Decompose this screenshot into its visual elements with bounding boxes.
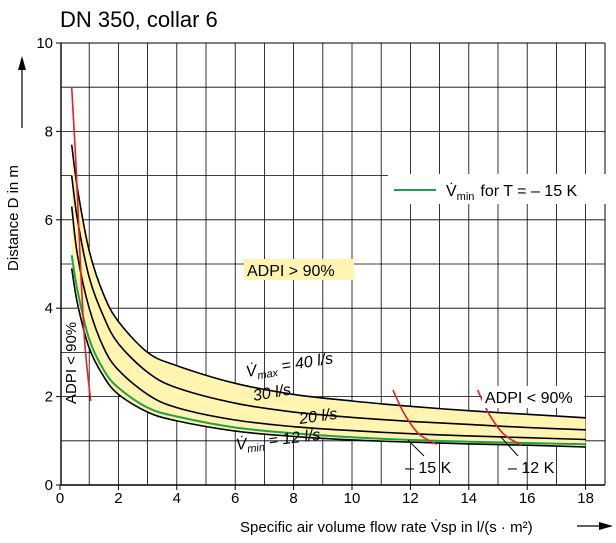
x-tick-label: 6 [231, 490, 239, 507]
k15-leader [407, 439, 425, 457]
series-line-3 [70, 268, 586, 448]
axes [60, 42, 606, 486]
y-tick-label: 2 [45, 389, 53, 406]
x-tick-label: 4 [173, 490, 181, 507]
series-line-4 [70, 255, 586, 446]
y-tick-label: 0 [45, 477, 53, 494]
y-axis-label: Distance D in m [5, 165, 22, 271]
series-20-label: 20 l/s [297, 406, 338, 428]
series-line-1 [70, 175, 586, 431]
y-tick-label: 4 [45, 300, 53, 317]
series-30-label: 30 l/s [252, 382, 293, 405]
adpi-gt-label: ADPI > 90% [247, 263, 335, 280]
x-tick-label: 18 [577, 490, 594, 507]
x-tick-label: 2 [114, 490, 122, 507]
adpi-gt-label-bg [244, 259, 354, 280]
y-tick-label: 6 [45, 212, 53, 229]
svg-text:V̇max = 40 l/s: V̇max = 40 l/s [245, 349, 335, 384]
series-line-0 [70, 144, 586, 419]
legend-label: V̇min for T = – 15 K [446, 182, 578, 203]
y-tick-label: 8 [45, 123, 53, 140]
series-line-2 [70, 206, 586, 441]
tick-labels: 0 2 4 6 8 10 12 14 16 18 0 2 4 6 8 10 [36, 35, 594, 507]
x-tick-label: 14 [460, 490, 477, 507]
x-tick-label: 12 [402, 490, 419, 507]
k12-leader [499, 435, 519, 457]
series-layer [70, 87, 586, 448]
x-tick-label: 10 [344, 490, 361, 507]
y-tick-label: 10 [36, 35, 53, 52]
x-axis-label: Specific air volume flow rate V̇sp in l/… [240, 519, 533, 536]
x-tick-label: 16 [519, 490, 536, 507]
adpi-lt-left-label: ADPI < 90% [63, 322, 80, 404]
x-tick-label: 8 [289, 490, 297, 507]
adpi-lt-right-label-bg [482, 386, 584, 408]
vmax-label: V̇max = 40 l/s [245, 349, 335, 384]
y-axis-arrow-icon [18, 56, 26, 128]
vmin-label: V̇min = 12 l/s [235, 425, 322, 457]
chart-title: DN 350, collar 6 [60, 7, 218, 32]
k12-label: – 12 K [508, 460, 555, 477]
adpi-limit-line-1 [392, 389, 438, 446]
svg-text:V̇min = 12 l/s: V̇min = 12 l/s [235, 425, 322, 457]
adpi-limit-line-0 [70, 87, 92, 402]
legend: V̇min for T = – 15 K [388, 174, 610, 204]
x-axis-arrow-icon [577, 522, 613, 530]
x-tick-label: 0 [56, 490, 64, 507]
yellow-band [71, 144, 586, 447]
k15-label: – 15 K [405, 460, 452, 477]
adpi-lt-right-label: ADPI < 90% [485, 390, 573, 407]
